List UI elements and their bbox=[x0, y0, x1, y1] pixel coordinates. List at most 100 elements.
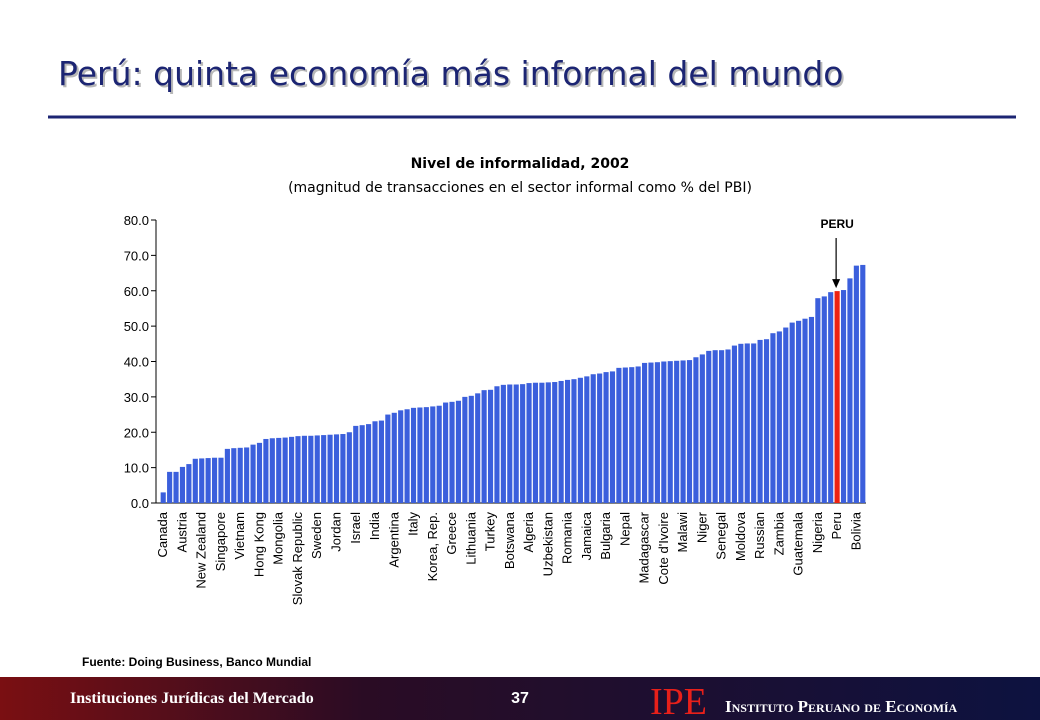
bar bbox=[372, 421, 378, 503]
bar bbox=[391, 412, 397, 503]
y-tick-label: 0.0 bbox=[131, 496, 149, 511]
bar bbox=[231, 448, 237, 503]
bar bbox=[160, 492, 166, 503]
bar bbox=[693, 357, 699, 503]
x-tick-label: Lithuania bbox=[463, 511, 478, 565]
x-tick-label: Jamaica bbox=[579, 511, 594, 560]
bar bbox=[199, 458, 205, 503]
bar bbox=[699, 354, 705, 503]
bar bbox=[783, 327, 789, 503]
bar bbox=[436, 405, 442, 503]
bar bbox=[751, 343, 757, 503]
y-tick-label: 60.0 bbox=[124, 284, 149, 299]
bar bbox=[552, 382, 558, 503]
x-tick-label: Algeria bbox=[521, 511, 536, 552]
bar bbox=[250, 444, 256, 503]
bar bbox=[475, 393, 481, 503]
bar bbox=[597, 373, 603, 503]
page-number: 37 bbox=[511, 690, 529, 707]
bar bbox=[821, 296, 827, 503]
bar bbox=[654, 362, 660, 503]
bar bbox=[333, 434, 340, 503]
bar bbox=[295, 436, 301, 503]
bar bbox=[218, 457, 224, 503]
bar bbox=[744, 343, 750, 503]
slide-title: Perú: quinta economía más informal del m… bbox=[58, 54, 843, 93]
footer-band bbox=[0, 677, 1040, 720]
bar bbox=[860, 264, 866, 503]
bar bbox=[462, 396, 468, 503]
bar bbox=[834, 291, 840, 503]
bar bbox=[327, 434, 333, 503]
chart-title: Nivel de informalidad, 2002 bbox=[411, 156, 630, 172]
bar bbox=[244, 447, 250, 503]
x-tick-label: Senegal bbox=[714, 512, 729, 560]
x-tick-label: Bolivia bbox=[848, 511, 863, 550]
x-tick-label: Uzbekistan bbox=[540, 512, 555, 576]
bar bbox=[353, 425, 359, 503]
bar bbox=[603, 372, 609, 503]
bar bbox=[757, 339, 763, 503]
y-tick-label: 70.0 bbox=[124, 248, 149, 263]
bar bbox=[577, 377, 583, 503]
bar bbox=[487, 389, 494, 503]
bar bbox=[186, 464, 192, 503]
bar bbox=[796, 320, 802, 503]
x-tick-label: Slovak Republic bbox=[290, 512, 305, 606]
y-tick-label: 10.0 bbox=[124, 461, 149, 476]
bar bbox=[205, 458, 211, 503]
chart-subtitle: (magnitud de transacciones en el sector … bbox=[288, 180, 752, 196]
x-tick-label: Cote d'Ivoire bbox=[656, 512, 671, 585]
y-tick-label: 20.0 bbox=[124, 425, 149, 440]
bar bbox=[340, 434, 346, 503]
bar bbox=[661, 361, 667, 503]
x-tick-label: Austria bbox=[174, 511, 189, 552]
bar bbox=[853, 265, 859, 503]
bar bbox=[256, 442, 263, 503]
logo: IPE bbox=[650, 681, 707, 720]
annotation-arrowhead bbox=[832, 279, 841, 289]
x-tick-label: Niger bbox=[694, 511, 709, 543]
bar bbox=[847, 278, 853, 503]
bar bbox=[680, 360, 686, 503]
footer-text: Instituciones Jurídicas del Mercado bbox=[70, 690, 314, 707]
bar bbox=[211, 457, 218, 503]
y-tick-label: 40.0 bbox=[124, 355, 149, 370]
x-tick-label: New Zealand bbox=[194, 512, 209, 589]
x-tick-label: Mongolia bbox=[271, 511, 286, 565]
x-tick-label: Vietnam bbox=[232, 512, 247, 559]
bar bbox=[237, 447, 243, 503]
bar bbox=[494, 386, 500, 503]
bar bbox=[622, 367, 628, 503]
bar bbox=[263, 438, 269, 503]
bar bbox=[545, 382, 551, 503]
bar bbox=[520, 384, 526, 503]
bar bbox=[308, 435, 314, 503]
bar bbox=[526, 383, 532, 503]
bar bbox=[706, 350, 712, 503]
x-tick-label: Moldova bbox=[733, 511, 748, 561]
bar bbox=[686, 360, 693, 503]
bar bbox=[507, 384, 513, 503]
x-tick-label: Russian bbox=[752, 512, 767, 559]
bar bbox=[321, 435, 327, 503]
bar bbox=[776, 331, 782, 503]
x-tick-label: Guatemala bbox=[791, 511, 806, 575]
bar bbox=[770, 333, 776, 503]
x-tick-label: Argentina bbox=[386, 511, 401, 567]
x-tick-label: Nigeria bbox=[810, 511, 825, 553]
bar bbox=[738, 343, 744, 503]
x-tick-label: Israel bbox=[348, 512, 363, 544]
bar bbox=[763, 339, 770, 503]
bar bbox=[648, 362, 654, 503]
x-tick-label: Turkey bbox=[483, 512, 498, 552]
y-tick-label: 30.0 bbox=[124, 390, 149, 405]
bar bbox=[173, 471, 179, 503]
x-tick-label: Peru bbox=[829, 512, 844, 539]
bar bbox=[366, 424, 372, 503]
bar bbox=[449, 401, 455, 503]
bar bbox=[539, 382, 545, 503]
bar bbox=[500, 384, 506, 503]
x-tick-label: Bulgaria bbox=[598, 511, 613, 559]
